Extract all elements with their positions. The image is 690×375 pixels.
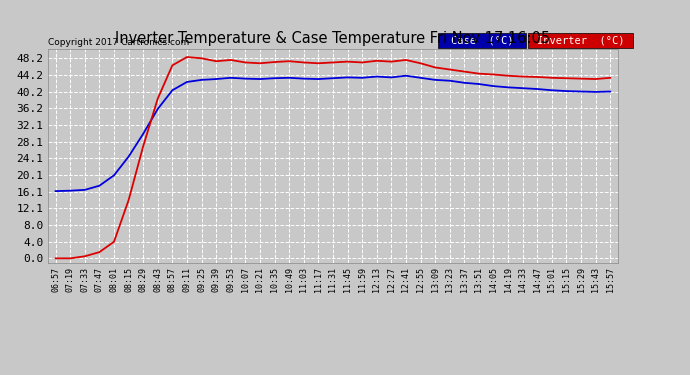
Title: Inverter Temperature & Case Temperature Fri Nov 17 16:05: Inverter Temperature & Case Temperature … bbox=[115, 31, 551, 46]
Text: Inverter  (°C): Inverter (°C) bbox=[537, 35, 624, 45]
FancyBboxPatch shape bbox=[528, 33, 633, 48]
Text: Copyright 2017 Cartronics.com: Copyright 2017 Cartronics.com bbox=[48, 38, 190, 46]
FancyBboxPatch shape bbox=[438, 33, 526, 48]
Text: Case  (°C): Case (°C) bbox=[451, 35, 513, 45]
